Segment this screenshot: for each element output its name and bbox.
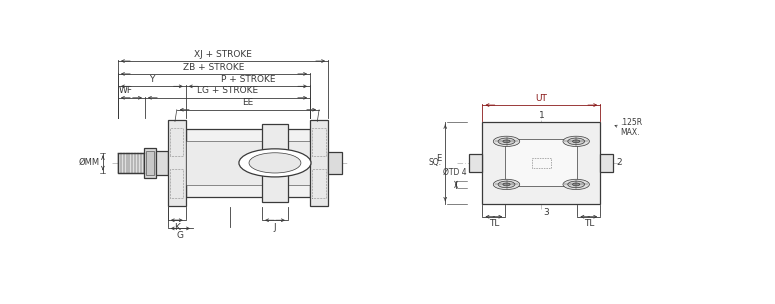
Circle shape: [573, 140, 580, 143]
Text: J: J: [274, 223, 276, 232]
Bar: [505, 140, 577, 186]
Bar: [156, 151, 167, 175]
Bar: [328, 152, 342, 174]
Bar: [470, 154, 483, 172]
Bar: [310, 119, 328, 206]
Bar: [146, 151, 154, 175]
Bar: [170, 128, 184, 156]
Bar: [262, 124, 288, 202]
Bar: [170, 169, 184, 198]
Text: 3: 3: [543, 208, 549, 217]
Text: SQ.: SQ.: [429, 158, 442, 168]
Text: 2: 2: [616, 158, 622, 168]
Circle shape: [563, 136, 590, 147]
Bar: [143, 148, 156, 178]
Circle shape: [563, 179, 590, 190]
Circle shape: [498, 138, 515, 145]
Text: TL: TL: [489, 219, 499, 228]
Bar: [118, 153, 143, 173]
Circle shape: [493, 136, 520, 147]
Text: XJ + STROKE: XJ + STROKE: [194, 50, 252, 59]
Circle shape: [249, 153, 301, 173]
Text: UT: UT: [536, 94, 547, 103]
Circle shape: [503, 183, 510, 186]
Bar: [312, 128, 326, 156]
Text: ØMM: ØMM: [79, 157, 100, 167]
Text: 1: 1: [539, 111, 544, 119]
Text: WF: WF: [119, 86, 133, 95]
Text: LG + STROKE: LG + STROKE: [197, 86, 258, 95]
Circle shape: [568, 181, 584, 188]
Bar: [186, 129, 310, 197]
Circle shape: [503, 140, 510, 143]
Circle shape: [498, 181, 515, 188]
Bar: [312, 169, 326, 198]
Bar: [167, 119, 186, 206]
Text: EE: EE: [243, 98, 253, 107]
Text: P + STROKE: P + STROKE: [221, 75, 275, 84]
Bar: [532, 158, 551, 168]
Text: G: G: [177, 231, 184, 240]
Bar: [483, 122, 600, 204]
Circle shape: [239, 149, 311, 177]
Bar: [186, 141, 310, 185]
Text: .125R
MAX.: .125R MAX.: [621, 118, 642, 137]
Circle shape: [573, 183, 580, 186]
Text: K: K: [174, 223, 180, 232]
Text: E: E: [436, 154, 442, 163]
Text: ØTD 4: ØTD 4: [443, 168, 467, 177]
Circle shape: [493, 179, 520, 190]
Text: Y: Y: [149, 75, 154, 84]
Bar: [600, 154, 614, 172]
Text: ZB + STROKE: ZB + STROKE: [184, 63, 245, 72]
Circle shape: [568, 138, 584, 145]
Text: TL: TL: [584, 219, 594, 228]
